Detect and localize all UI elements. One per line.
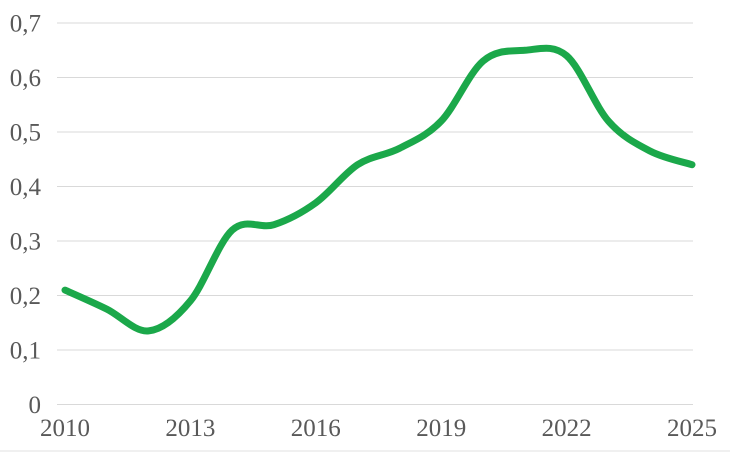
y-axis-tick-label: 0,7 (10, 11, 41, 38)
y-axis-tick-label: 0 (29, 392, 42, 419)
y-axis-tick-label: 0,2 (10, 283, 41, 310)
y-axis-tick-label: 0,4 (10, 174, 42, 201)
y-axis-tick-labels: 0 0,1 0,2 0,3 0,4 0,5 0,6 0,7 (10, 11, 42, 420)
x-axis-tick-label: 2016 (291, 415, 341, 442)
gridlines (57, 22, 693, 405)
x-axis-tick-label: 2025 (667, 415, 717, 442)
y-axis-tick-label: 0,6 (10, 65, 41, 92)
y-axis-tick-label: 0,5 (10, 120, 41, 147)
bottom-rule (0, 450, 730, 452)
data-series-line (61, 44, 696, 335)
x-axis-tick-label: 2022 (542, 415, 592, 442)
x-axis-tick-label: 2010 (40, 415, 90, 442)
y-axis-tick-label: 0,1 (10, 338, 41, 365)
y-axis-tick-label: 0,3 (10, 229, 41, 256)
x-axis-tick-label: 2019 (416, 415, 466, 442)
x-axis-tick-labels: 2010 2013 2016 2019 2022 2025 (40, 415, 717, 442)
x-axis-tick-label: 2013 (165, 415, 215, 442)
